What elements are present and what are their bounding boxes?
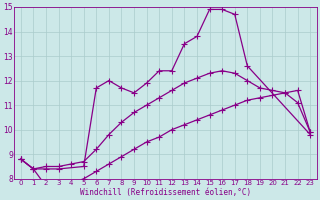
X-axis label: Windchill (Refroidissement éolien,°C): Windchill (Refroidissement éolien,°C) [80, 188, 251, 197]
